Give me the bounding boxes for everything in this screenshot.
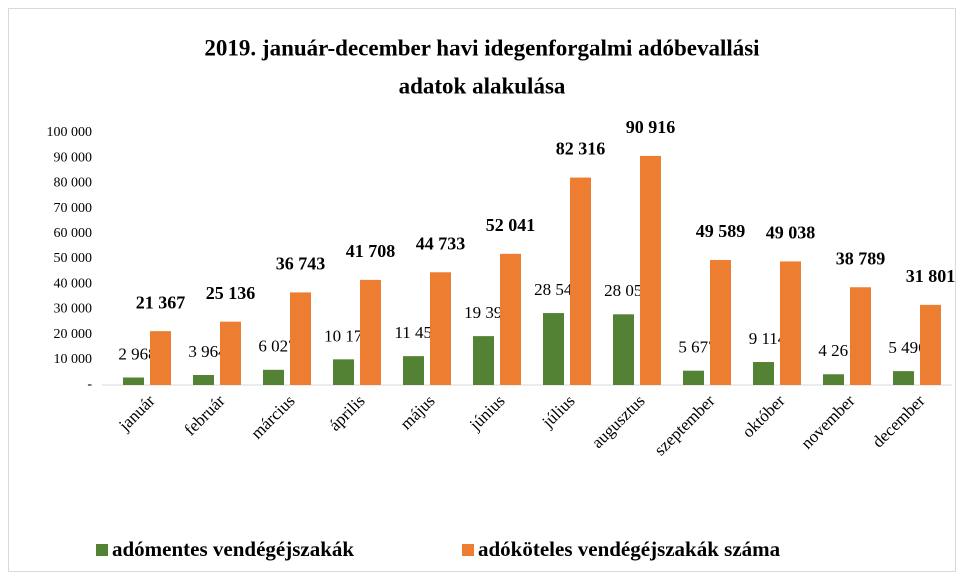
data-label: 28 548 bbox=[534, 280, 581, 299]
y-tick-label: 50 000 bbox=[54, 251, 93, 266]
bar bbox=[683, 370, 704, 385]
legend-swatch bbox=[96, 544, 108, 556]
bar bbox=[193, 375, 214, 385]
y-tick-label: 30 000 bbox=[54, 302, 93, 317]
data-label: 41 708 bbox=[346, 241, 396, 261]
data-label: 31 801 bbox=[906, 266, 956, 286]
data-label: 5 677 bbox=[678, 338, 717, 357]
bar bbox=[823, 374, 844, 385]
bar bbox=[780, 261, 801, 385]
data-label: 49 038 bbox=[766, 223, 816, 243]
bar bbox=[893, 371, 914, 385]
data-label: 25 136 bbox=[206, 283, 256, 303]
bar bbox=[290, 292, 311, 385]
data-label: 44 733 bbox=[416, 233, 466, 253]
bar bbox=[920, 304, 941, 385]
data-label: 82 316 bbox=[556, 139, 606, 159]
y-tick-label: 40 000 bbox=[54, 276, 93, 291]
bar bbox=[753, 362, 774, 385]
bar bbox=[360, 279, 381, 385]
bar bbox=[473, 336, 494, 385]
data-label: 38 789 bbox=[836, 248, 886, 268]
bar bbox=[613, 314, 634, 385]
data-label: 90 916 bbox=[626, 117, 676, 137]
data-label: 6 027 bbox=[258, 337, 297, 356]
y-tick-label: 70 000 bbox=[54, 201, 93, 216]
data-label: 52 041 bbox=[486, 215, 536, 235]
bar bbox=[333, 359, 354, 385]
data-label: 49 589 bbox=[696, 221, 746, 241]
chart-title: 2019. január-december havi idegenforgalm… bbox=[204, 35, 760, 60]
y-tick-label: 20 000 bbox=[54, 327, 93, 342]
y-tick-label: 80 000 bbox=[54, 176, 93, 191]
bar bbox=[430, 272, 451, 385]
bar bbox=[263, 369, 284, 385]
data-label: 10 177 bbox=[324, 326, 371, 345]
data-label: 11 453 bbox=[394, 323, 440, 342]
bar bbox=[220, 321, 241, 385]
y-tick-label: 10 000 bbox=[54, 352, 93, 367]
chart-title: adatok alakulása bbox=[399, 73, 566, 98]
bar bbox=[150, 331, 171, 385]
bar bbox=[570, 177, 591, 385]
bar bbox=[403, 356, 424, 385]
data-label: 28 050 bbox=[604, 281, 651, 300]
bar bbox=[850, 287, 871, 385]
y-tick-label: 90 000 bbox=[54, 150, 93, 165]
bar bbox=[710, 260, 731, 385]
legend-swatch bbox=[462, 544, 474, 556]
bar bbox=[543, 313, 564, 385]
data-label: 2 968 bbox=[118, 344, 156, 363]
legend-label: adómentes vendégéjszakák bbox=[112, 537, 354, 561]
y-tick-label: - bbox=[87, 377, 92, 392]
data-label: 4 261 bbox=[818, 341, 856, 360]
legend-label: adóköteles vendégéjszakák száma bbox=[478, 537, 781, 561]
bar bbox=[123, 377, 144, 385]
y-tick-label: 100 000 bbox=[47, 125, 93, 140]
data-label: 36 743 bbox=[276, 254, 326, 274]
y-tick-label: 60 000 bbox=[54, 226, 93, 241]
data-label: 19 393 bbox=[464, 303, 511, 322]
bar bbox=[500, 253, 521, 385]
data-label: 3 964 bbox=[188, 342, 227, 361]
bar bbox=[640, 155, 661, 385]
data-label: 5 496 bbox=[888, 338, 926, 357]
data-label: 21 367 bbox=[136, 292, 186, 312]
data-label: 9 114 bbox=[749, 329, 787, 348]
